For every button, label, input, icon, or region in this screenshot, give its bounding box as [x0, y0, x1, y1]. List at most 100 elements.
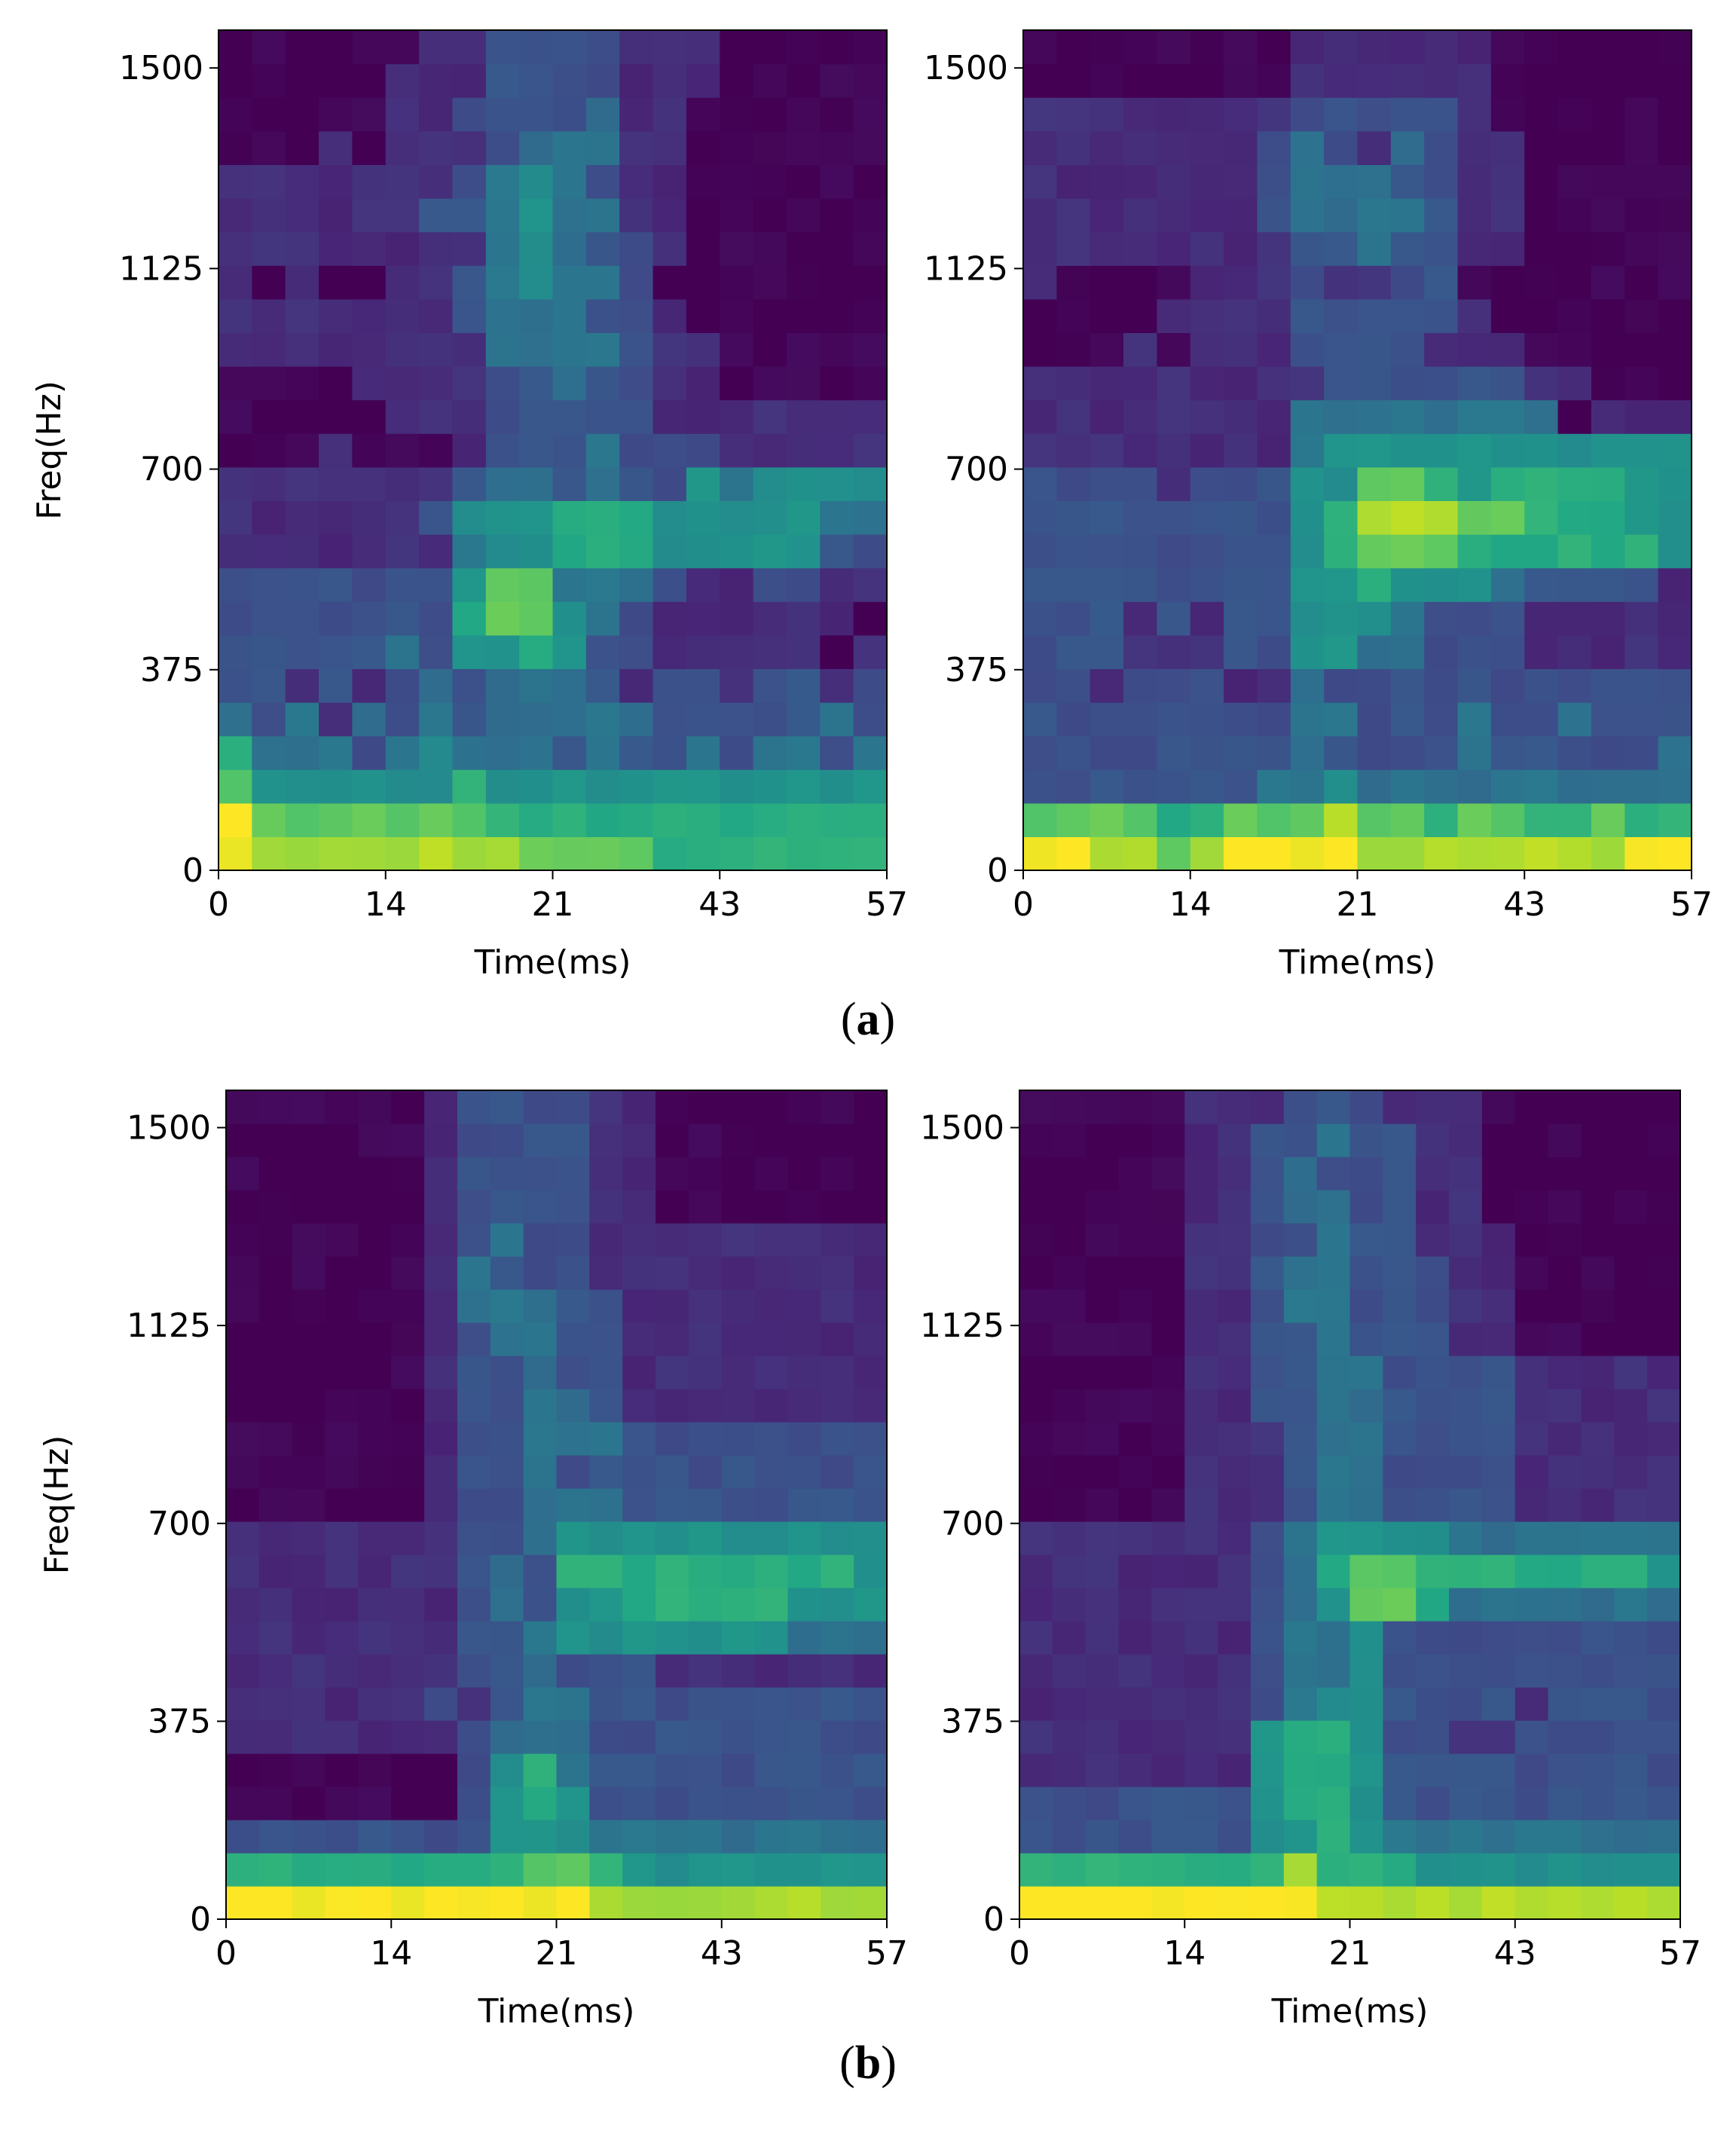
- heatmap-cell: [1591, 265, 1625, 300]
- heatmap-cell: [424, 1356, 458, 1389]
- heatmap-cell: [653, 769, 687, 804]
- heatmap-cell: [688, 1787, 723, 1820]
- heatmap-cell: [1514, 1886, 1549, 1920]
- heatmap-cell: [585, 668, 620, 703]
- heatmap-cell: [1123, 769, 1157, 804]
- heatmap-cell: [1416, 1554, 1450, 1588]
- heatmap-cell: [1250, 1157, 1285, 1191]
- heatmap-cell: [589, 1654, 623, 1688]
- heatmap-cell: [490, 1157, 524, 1191]
- heatmap-cell: [424, 1455, 458, 1489]
- heatmap-cell: [1624, 500, 1659, 535]
- heatmap-cell: [424, 1157, 458, 1191]
- heatmap-cell: [1647, 1820, 1681, 1854]
- heatmap-cell: [1647, 1157, 1681, 1191]
- heatmap-cell: [821, 1654, 854, 1688]
- heatmap-cell: [1658, 601, 1692, 636]
- heatmap-cell: [1250, 1488, 1285, 1522]
- heatmap-cell: [1250, 1554, 1285, 1588]
- heatmap-cell: [485, 702, 520, 737]
- heatmap-cell: [292, 1322, 326, 1356]
- heatmap-cell: [1457, 567, 1492, 602]
- heatmap-cell: [1449, 1654, 1483, 1688]
- heatmap-cell: [753, 366, 787, 401]
- heatmap-cell: [325, 1422, 359, 1456]
- heatmap-cell: [821, 1356, 854, 1389]
- heatmap-cell: [1449, 1588, 1483, 1622]
- heatmap-cell: [1190, 30, 1224, 65]
- heatmap-cell: [1416, 1123, 1450, 1157]
- heatmap-cell: [688, 1123, 723, 1157]
- heatmap-cell: [1290, 702, 1325, 737]
- heatmap-cell: [1658, 702, 1692, 737]
- heatmap-cell: [1283, 1488, 1318, 1522]
- heatmap-cell: [1357, 63, 1392, 98]
- heatmap-cell: [787, 1289, 821, 1323]
- heatmap-cell: [1316, 1753, 1351, 1787]
- heatmap-cell: [1614, 1455, 1648, 1489]
- y-tick-label: 375: [945, 651, 1008, 689]
- heatmap-cell: [854, 1554, 888, 1588]
- heatmap-cell: [754, 1157, 789, 1191]
- heatmap-cell: [821, 1787, 854, 1820]
- heatmap-cell: [457, 1322, 491, 1356]
- heatmap-cell: [519, 164, 554, 199]
- heatmap-cell: [1090, 332, 1124, 367]
- heatmap-cell: [1416, 1787, 1450, 1820]
- heatmap-cell: [688, 1356, 723, 1389]
- heatmap-cell: [1023, 836, 1057, 871]
- heatmap-cell: [754, 1588, 789, 1622]
- heatmap-cell: [258, 1157, 293, 1191]
- heatmap-cell: [1548, 1521, 1582, 1555]
- heatmap-cell: [1316, 1720, 1351, 1754]
- heatmap-cell: [1316, 1322, 1351, 1356]
- heatmap-cell: [552, 702, 587, 737]
- heatmap-cell: [352, 399, 387, 434]
- heatmap-cell: [519, 601, 554, 636]
- heatmap-cell: [490, 1621, 524, 1655]
- heatmap-cell: [1283, 1886, 1318, 1920]
- heatmap-cell: [485, 130, 520, 165]
- heatmap-cell: [1449, 1787, 1483, 1820]
- heatmap-cell: [1548, 1886, 1582, 1920]
- y-tick-label: 700: [941, 1505, 1004, 1543]
- heatmap-cell: [1457, 433, 1492, 468]
- heatmap-cell: [385, 769, 420, 804]
- heatmap-cell: [1324, 198, 1359, 233]
- heatmap-cell: [519, 63, 554, 98]
- heatmap-cell: [258, 1488, 293, 1522]
- heatmap-cell: [1457, 735, 1492, 770]
- heatmap-cell: [721, 1820, 756, 1854]
- heatmap-cell: [1224, 668, 1258, 703]
- heatmap-cell: [1449, 1455, 1483, 1489]
- heatmap-cell: [1157, 634, 1191, 669]
- heatmap-cell: [1190, 735, 1224, 770]
- heatmap-cell: [1357, 164, 1392, 199]
- heatmap-cell: [352, 433, 387, 468]
- heatmap-cell: [452, 735, 487, 770]
- heatmap-cell: [1052, 1853, 1087, 1887]
- heatmap-cell: [622, 1289, 656, 1323]
- heatmap-cell: [1090, 164, 1124, 199]
- heatmap-cell: [853, 433, 888, 468]
- heatmap-cell: [358, 1389, 392, 1423]
- heatmap-cell: [1349, 1488, 1383, 1522]
- heatmap-cell: [1316, 1654, 1351, 1688]
- heatmap-cell: [1283, 1720, 1318, 1754]
- heatmap-cell: [1290, 433, 1325, 468]
- heatmap-cell: [452, 769, 487, 804]
- heatmap-cell: [754, 1256, 789, 1290]
- heatmap-cell: [352, 130, 387, 165]
- heatmap-cell: [653, 198, 687, 233]
- heatmap-cell: [1424, 567, 1459, 602]
- heatmap-cell: [485, 802, 520, 837]
- heatmap-cell: [1349, 1289, 1383, 1323]
- heatmap-cell: [452, 30, 487, 65]
- heatmap-cell: [1085, 1123, 1120, 1157]
- heatmap-cell: [1157, 164, 1191, 199]
- heatmap-cell: [1624, 634, 1659, 669]
- heatmap-cell: [585, 500, 620, 535]
- heatmap-cell: [619, 567, 654, 602]
- heatmap-cell: [1090, 634, 1124, 669]
- heatmap-cell: [1023, 164, 1057, 199]
